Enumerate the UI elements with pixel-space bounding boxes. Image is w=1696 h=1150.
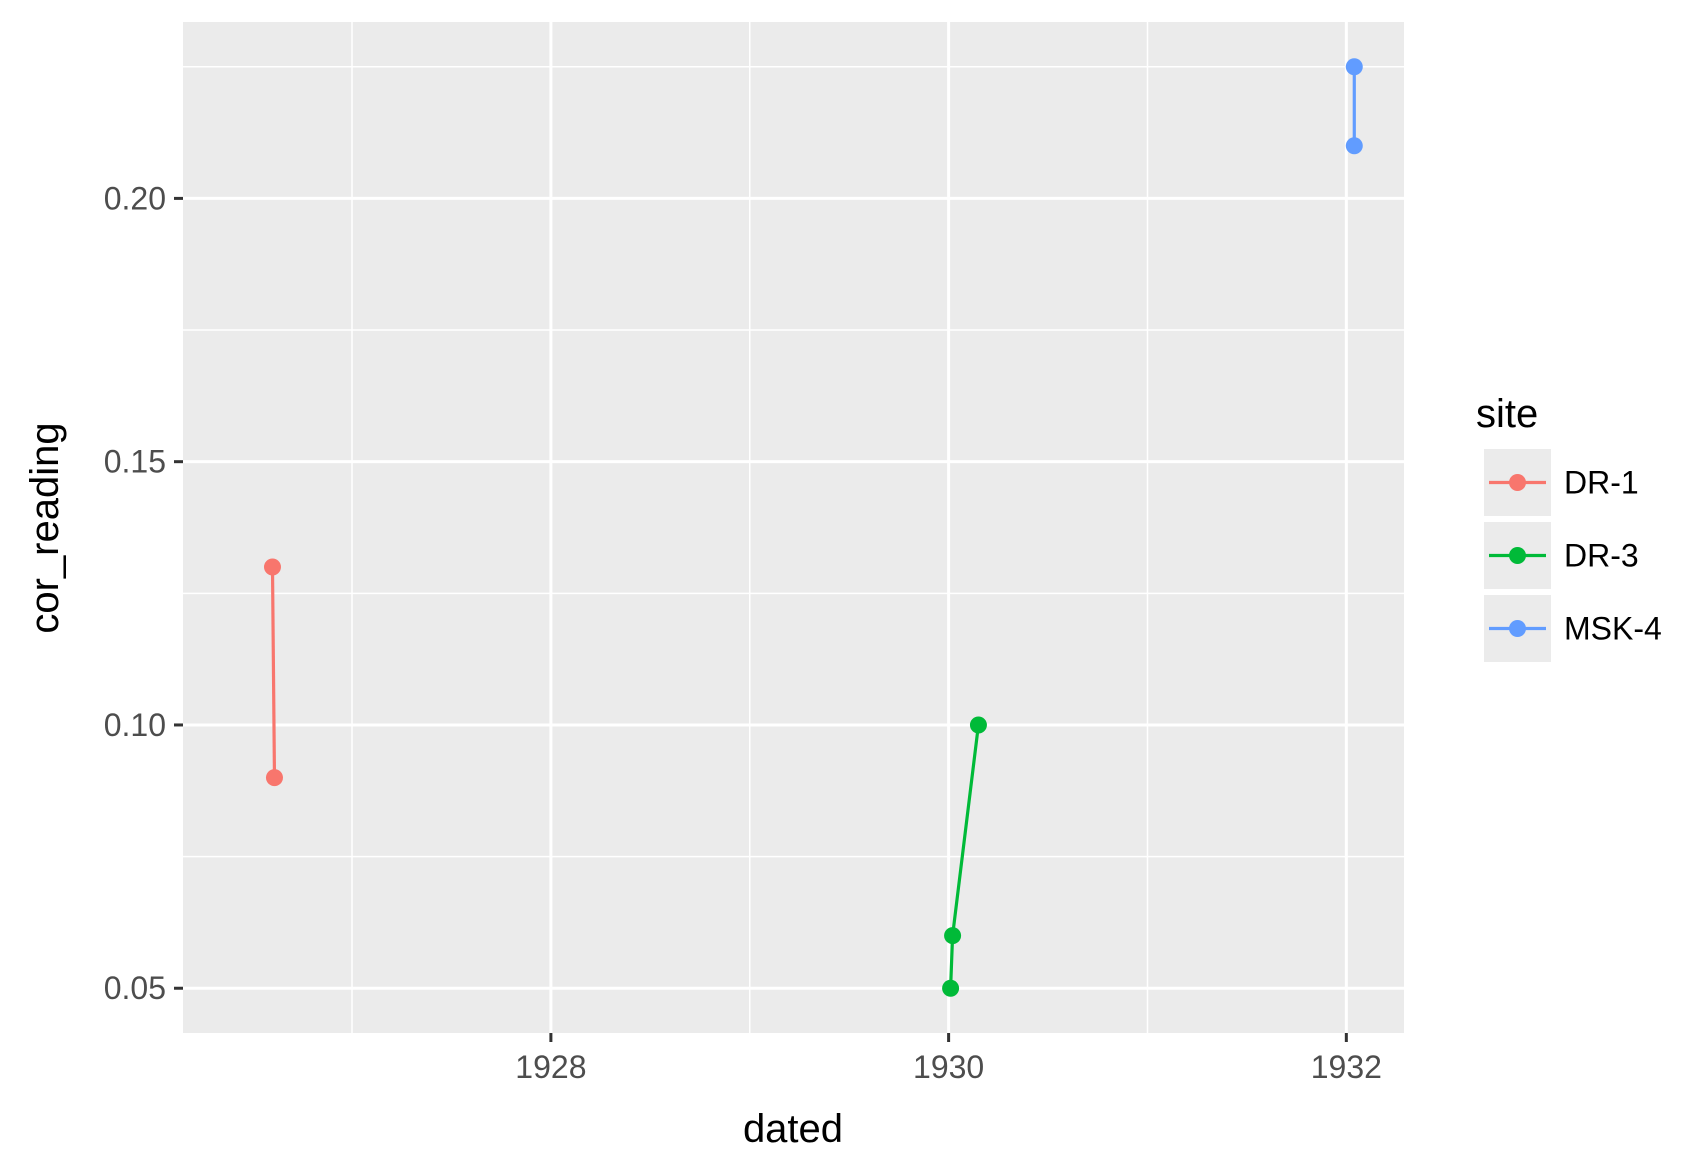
data-point xyxy=(263,558,281,576)
data-point xyxy=(265,769,283,787)
legend-key-point xyxy=(1509,620,1526,637)
x-tick-label: 1932 xyxy=(1311,1049,1382,1085)
y-tick-label: 0.20 xyxy=(104,180,166,216)
minor-gridlines xyxy=(183,22,1404,1033)
legend-item: DR-3 xyxy=(1484,522,1639,589)
legend-key-point xyxy=(1509,547,1526,564)
series-msk-4 xyxy=(1345,58,1363,155)
y-axis-title: cor_reading xyxy=(23,422,67,633)
legend-key-point xyxy=(1509,474,1526,491)
series-layer xyxy=(263,58,1363,997)
data-point xyxy=(944,927,962,945)
y-tick-label: 0.05 xyxy=(104,970,166,1006)
legend-label: DR-3 xyxy=(1564,538,1639,574)
series-dr-1 xyxy=(263,558,283,787)
legend-item: MSK-4 xyxy=(1484,595,1662,662)
y-tick-label: 0.10 xyxy=(104,707,166,743)
panel-background xyxy=(183,22,1404,1033)
axes: 1928 1930 1932 0.05 0.10 0.15 0.20 xyxy=(104,180,1382,1085)
series-line xyxy=(270,566,277,778)
legend-title: site xyxy=(1476,392,1538,436)
x-axis-title: dated xyxy=(743,1107,843,1150)
y-tick-label: 0.15 xyxy=(104,444,166,480)
series-dr-3 xyxy=(942,716,987,997)
legend-label: MSK-4 xyxy=(1564,611,1662,647)
data-point xyxy=(1345,58,1363,76)
data-point xyxy=(969,716,987,734)
x-tick-label: 1930 xyxy=(913,1049,984,1085)
legend-label: DR-1 xyxy=(1564,465,1639,501)
x-tick-label: 1928 xyxy=(515,1049,586,1085)
legend-item: DR-1 xyxy=(1484,449,1639,516)
data-point xyxy=(1345,137,1363,155)
legend: site DR-1 DR-3 MSK-4 xyxy=(1476,392,1662,662)
data-point xyxy=(942,979,960,997)
major-gridlines xyxy=(183,22,1404,1033)
